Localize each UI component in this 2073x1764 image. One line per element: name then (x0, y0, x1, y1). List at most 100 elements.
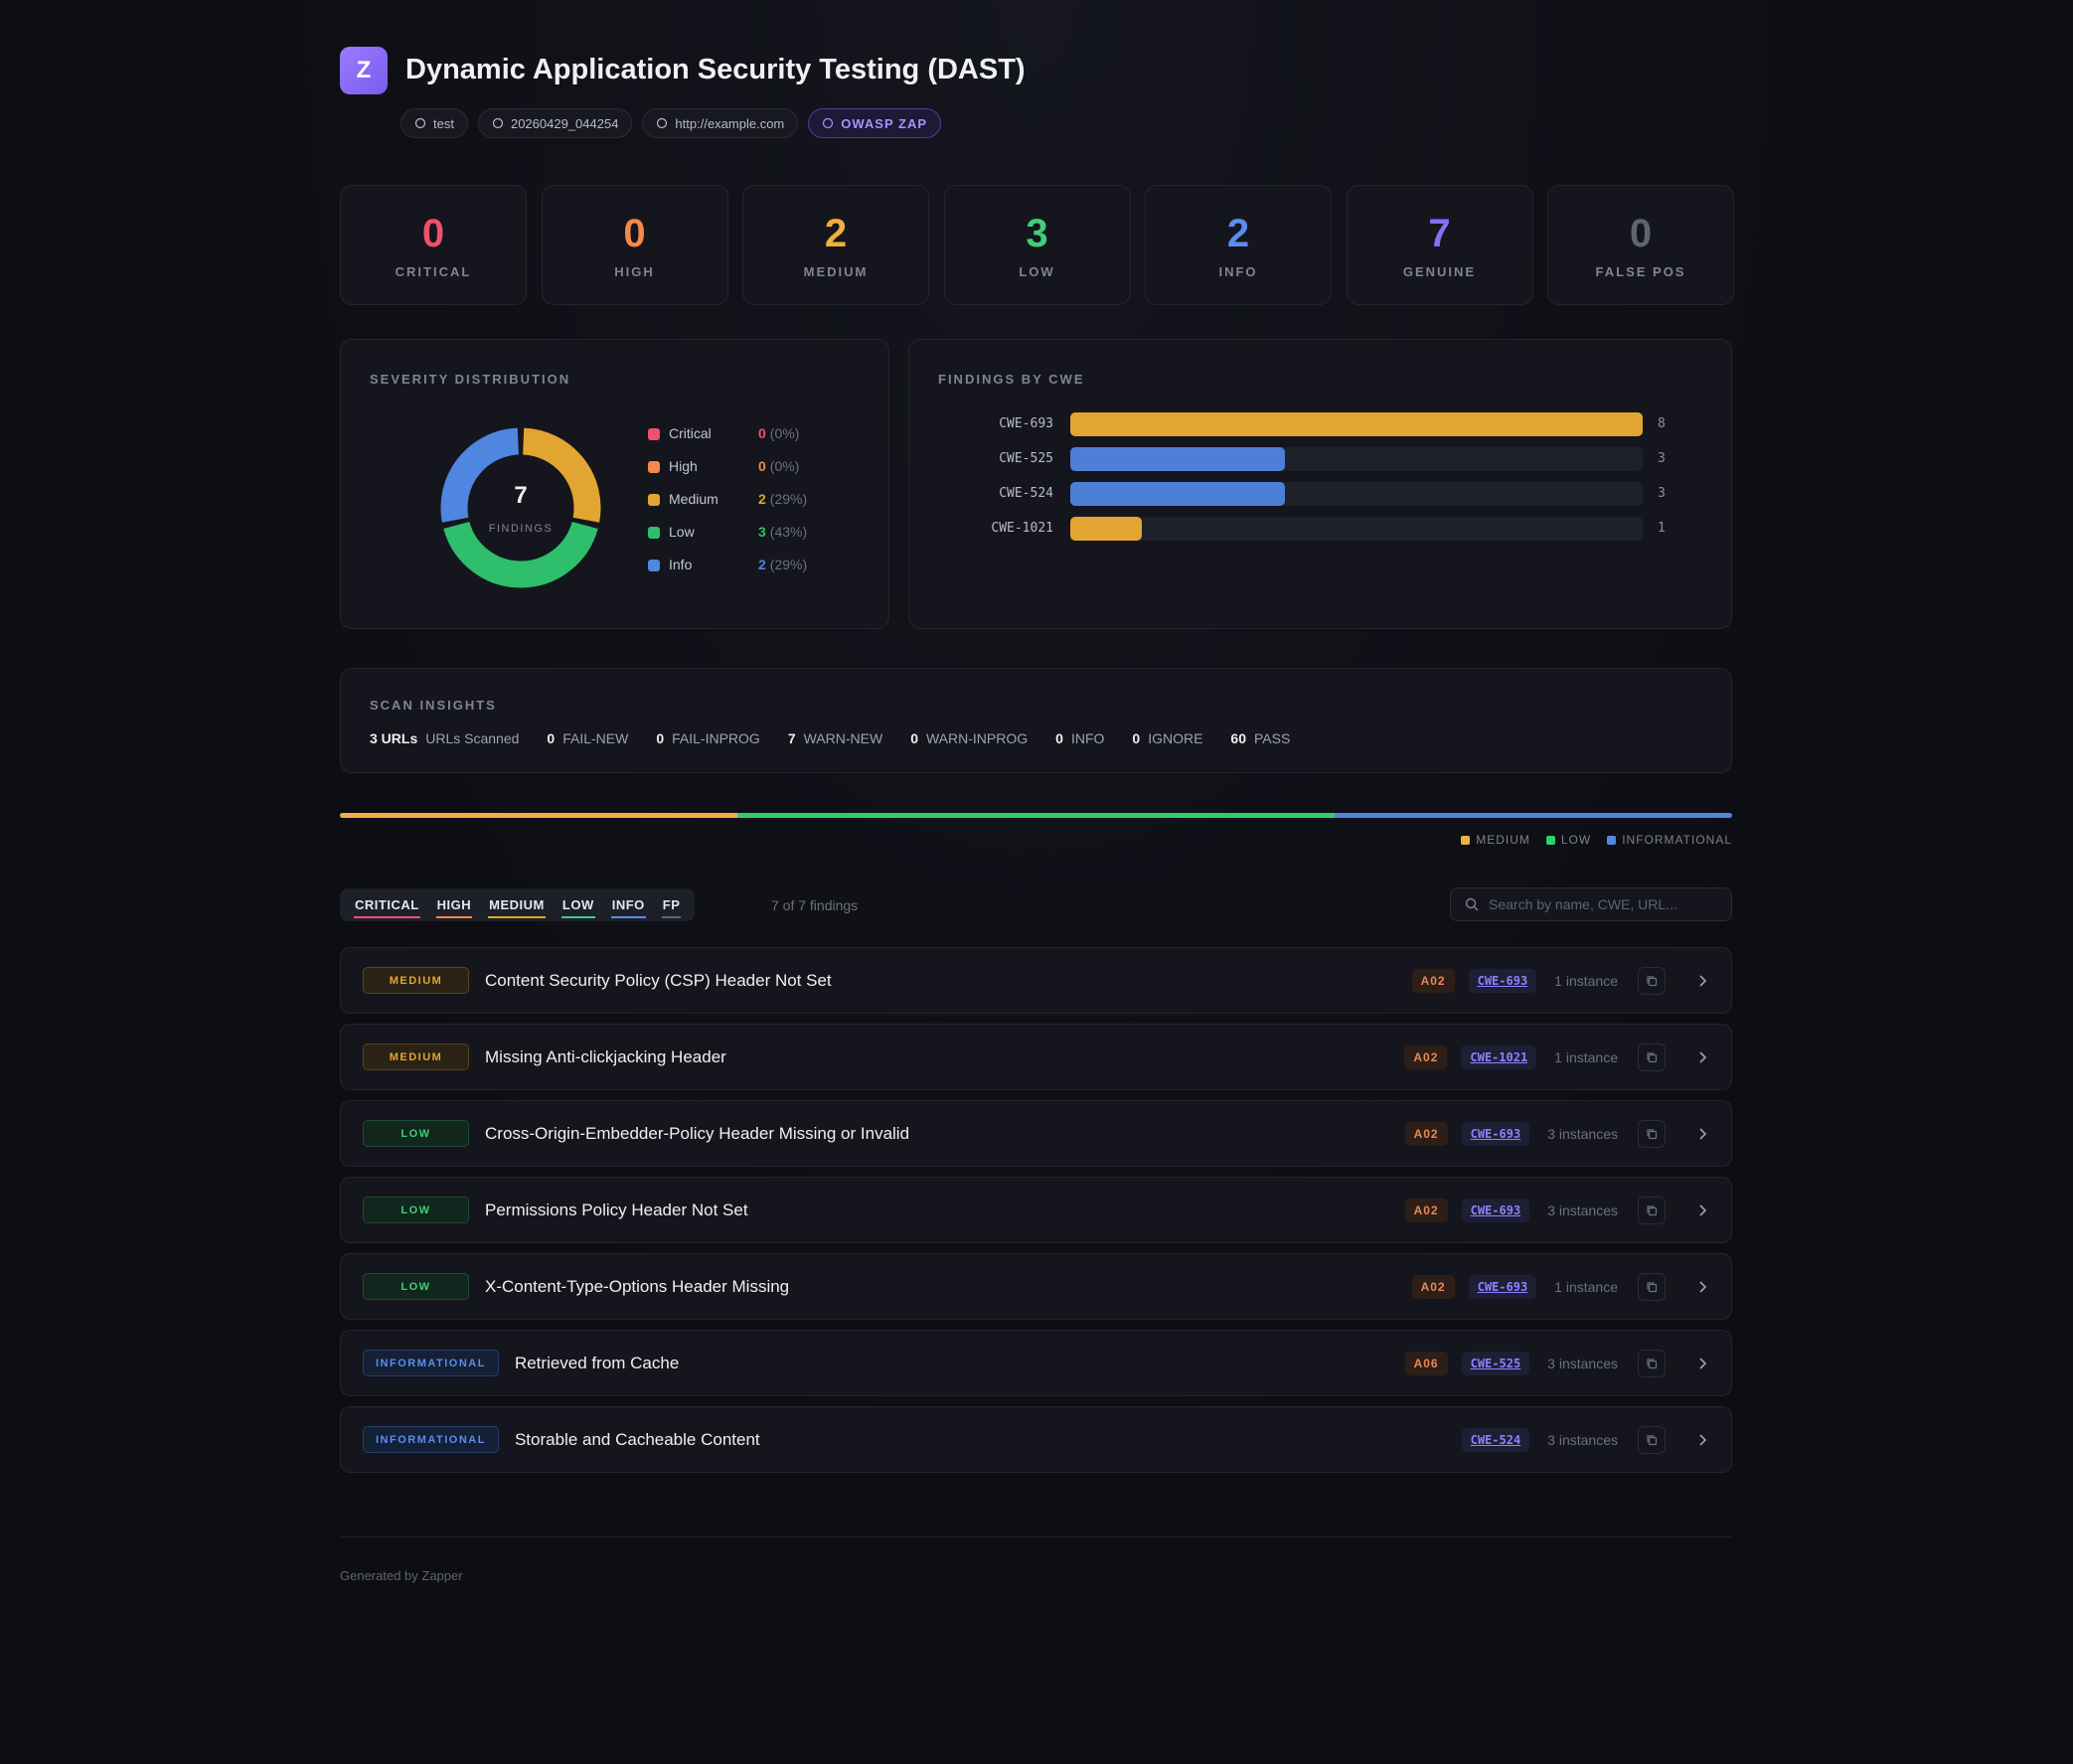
finding-meta: A06 CWE-525 3 instances (1404, 1349, 1709, 1377)
stat-card: 7 GENUINE (1346, 185, 1533, 305)
severity-bar-legend: MEDIUM LOW INFORMATIONAL (1461, 833, 1732, 847)
tag-text: OWASP ZAP (841, 115, 928, 131)
chevron-shape (1699, 1127, 1707, 1140)
chevron-shape (1699, 1433, 1707, 1446)
insight: 0 INFO (1055, 730, 1104, 746)
copy-button[interactable] (1638, 1425, 1666, 1454)
insight-label: IGNORE (1148, 730, 1203, 746)
chevron[interactable] (1695, 1433, 1709, 1447)
finding-row[interactable]: INFORMATIONAL Storable and Cacheable Cont… (340, 1406, 1732, 1473)
tag-icon-shape (414, 117, 426, 129)
copy-button[interactable] (1638, 1042, 1666, 1071)
stat-value: 2 (824, 211, 848, 255)
severity-badge: MEDIUM (363, 967, 469, 994)
copy-button[interactable] (1638, 1349, 1666, 1377)
stat-label: MEDIUM (803, 263, 869, 279)
owasp-badge: A06 (1404, 1351, 1448, 1375)
legend-name: Low (669, 524, 695, 540)
legend-count: 0 (758, 458, 766, 474)
copy-button[interactable] (1638, 966, 1666, 995)
copy-icon (1647, 1281, 1658, 1292)
chevron[interactable] (1695, 1127, 1709, 1141)
tag-icon-shape (492, 117, 504, 129)
chevron[interactable] (1695, 1203, 1709, 1217)
cwe-value: 3 (1658, 486, 1666, 501)
copy-button[interactable] (1638, 1272, 1666, 1301)
legend-percent: (29%) (769, 557, 808, 572)
donut-total: 7 (514, 482, 527, 509)
filter-tab[interactable]: FP (654, 888, 690, 921)
cwe-link[interactable]: CWE-1021 (1461, 1044, 1537, 1069)
severity-panel: SEVERITY DISTRIBUTION 7 FINDINGS Critical 0(… (340, 339, 889, 629)
copy-icon (1647, 975, 1658, 986)
filter-tab[interactable]: CRITICAL (346, 888, 428, 921)
finding-title: Permissions Policy Header Not Set (485, 1200, 748, 1219)
donut-total-label: FINDINGS (489, 523, 554, 535)
chevron[interactable] (1695, 974, 1709, 988)
copy-icon-shape (1647, 1051, 1655, 1059)
cwe-link[interactable]: CWE-693 (1468, 1274, 1537, 1299)
finding-row[interactable]: INFORMATIONAL Retrieved from Cache A06 CWE-… (340, 1330, 1732, 1396)
tag: http://example.com (642, 108, 799, 138)
insight: 60 PASS (1230, 730, 1290, 746)
legend-swatch (1607, 835, 1617, 845)
chevron[interactable] (1695, 1050, 1709, 1064)
legend-name: MEDIUM (1476, 833, 1530, 847)
copy-icon-shape (1648, 1283, 1658, 1292)
chevron[interactable] (1695, 1357, 1709, 1370)
severity-bar-segment (1334, 813, 1732, 818)
insight-value: 0 (1055, 730, 1063, 746)
finding-row[interactable]: LOW X-Content-Type-Options Header Missing… (340, 1253, 1732, 1320)
stat-card: 2 INFO (1145, 185, 1332, 305)
copy-button[interactable] (1638, 1196, 1666, 1224)
stat-value: 3 (1026, 211, 1048, 255)
cwe-link[interactable]: CWE-524 (1461, 1427, 1530, 1452)
filter-tab[interactable]: HIGH (428, 888, 481, 921)
insight-value: 0 (910, 730, 918, 746)
copy-icon-shape (1647, 1128, 1655, 1136)
chevron[interactable] (1695, 1280, 1709, 1294)
stat-value: 0 (623, 211, 646, 255)
cwe-link[interactable]: CWE-693 (1461, 1198, 1530, 1222)
filter-tab-label: MEDIUM (489, 897, 545, 912)
finding-title: Storable and Cacheable Content (514, 1429, 760, 1449)
stat-card: 0 CRITICAL (340, 185, 527, 305)
cwe-value: 3 (1658, 451, 1666, 466)
copy-icon-shape (1648, 1053, 1658, 1062)
instances: 3 instances (1547, 1355, 1618, 1371)
cwe-link[interactable]: CWE-525 (1461, 1351, 1530, 1375)
filter-tab[interactable]: LOW (554, 888, 603, 921)
tag: 20260429_044254 (477, 108, 633, 138)
tag-text: http://example.com (675, 115, 785, 131)
search-icon (1465, 897, 1479, 911)
owasp-badge: A02 (1411, 968, 1455, 993)
copy-button[interactable] (1638, 1119, 1666, 1148)
finding-row[interactable]: MEDIUM Content Security Policy (CSP) Head… (340, 947, 1732, 1014)
copy-icon (1647, 1128, 1658, 1139)
finding-meta: A02 CWE-693 1 instance (1411, 966, 1709, 995)
chevron-shape (1699, 1050, 1707, 1063)
finding-row[interactable]: LOW Permissions Policy Header Not Set A02 C… (340, 1177, 1732, 1243)
copy-icon-shape (1648, 1206, 1658, 1215)
insight-label: PASS (1254, 730, 1291, 746)
finding-row[interactable]: LOW Cross-Origin-Embedder-Policy Header M… (340, 1100, 1732, 1167)
stat-value: 0 (1629, 211, 1653, 255)
filter-tab[interactable]: MEDIUM (480, 888, 554, 921)
copy-icon-shape (1648, 1436, 1658, 1445)
cwe-link[interactable]: CWE-693 (1461, 1121, 1530, 1146)
filter-tab[interactable]: INFO (603, 888, 654, 921)
legend-value: 2 (29%) (758, 491, 807, 507)
filter-tab-label: CRITICAL (355, 897, 419, 912)
legend-swatch (648, 428, 660, 440)
cwe-link[interactable]: CWE-693 (1468, 968, 1537, 993)
severity-badge: MEDIUM (363, 1043, 469, 1070)
footer: Generated by Zapper (340, 1568, 463, 1583)
insight: 3 URLs URLs Scanned (370, 730, 519, 746)
copy-icon-shape (1647, 1281, 1655, 1289)
search-icon-shape (1474, 906, 1479, 911)
chevron-shape (1699, 1203, 1707, 1216)
panel-title: FINDINGS BY CWE (938, 372, 1085, 387)
finding-row[interactable]: MEDIUM Missing Anti-clickjacking Header A0… (340, 1024, 1732, 1090)
search-box[interactable]: Search by name, CWE, URL... (1450, 887, 1732, 921)
